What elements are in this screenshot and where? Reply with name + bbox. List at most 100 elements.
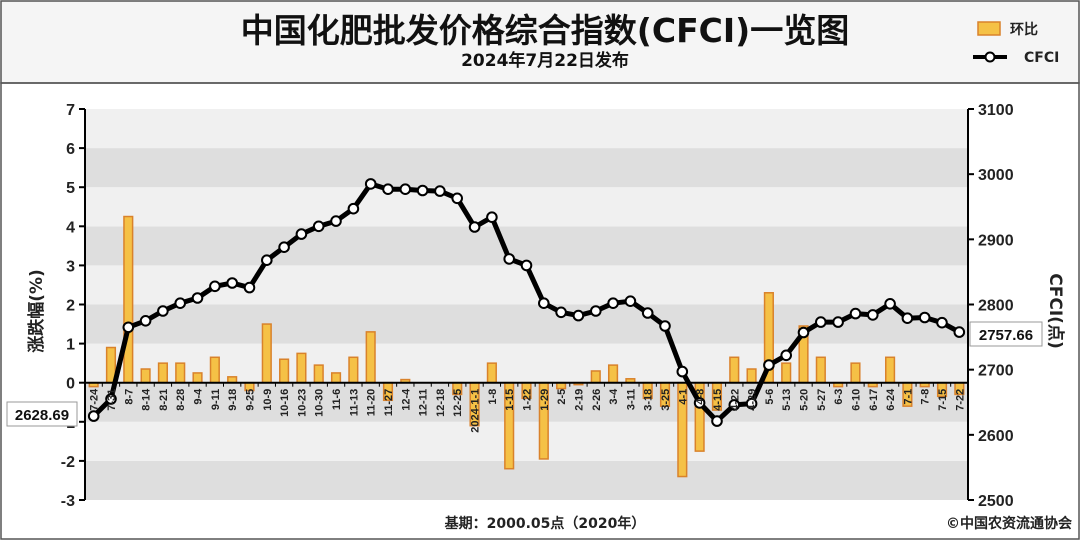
bar-10-30: [313, 364, 324, 384]
cfci-point-11-13: [347, 202, 360, 215]
cfci-point-6-10: [849, 307, 862, 320]
bar-6-10: [850, 362, 861, 384]
cfci-point-12-25: [451, 192, 464, 205]
y-tick-label-left: -2: [61, 454, 75, 471]
y-tick-label-right: 3000: [978, 167, 1014, 184]
cfci-point-9-11: [209, 280, 221, 293]
cfci-point-2024-1-1: [468, 221, 481, 233]
cfci-point-2-5: [555, 306, 567, 319]
bar-9-4: [192, 372, 203, 384]
x-tick-label: 4-15: [712, 389, 724, 411]
y-tick-label-right: 2900: [978, 232, 1014, 249]
bar-5-27: [815, 356, 826, 384]
x-tick-label: 4-1: [677, 389, 689, 405]
cfci-point-1-8: [486, 211, 498, 223]
x-tick-label: 9-18: [227, 389, 239, 411]
cfci-point-3-4: [607, 297, 619, 310]
x-tick-label: 8-7: [123, 389, 135, 405]
y-tick-label-right: 2600: [978, 428, 1014, 445]
header-band: [0, 0, 1080, 84]
x-tick-label: 4-8: [695, 389, 707, 405]
bar-5-13: [781, 362, 792, 384]
x-tick-label: 6-17: [868, 389, 880, 411]
callout-last-value: 2757.66: [979, 327, 1033, 344]
bar-3-4: [607, 364, 619, 384]
grid-band: [85, 109, 968, 149]
x-tick-label: 1-22: [522, 389, 534, 411]
cfci-point-1-15: [503, 253, 516, 265]
bar-2-26: [590, 370, 601, 384]
x-tick-label: 7-31: [106, 389, 118, 411]
grid-band: [85, 226, 968, 266]
cfci-point-5-27: [815, 316, 827, 328]
grid-band: [85, 460, 968, 500]
x-tick-label: 9-25: [245, 389, 257, 411]
axes: [79, 108, 974, 501]
bar-4-22: [729, 356, 740, 384]
x-tick-label: 3-25: [660, 389, 672, 411]
cfci-point-4-29: [745, 397, 758, 410]
grid-band: [85, 421, 968, 461]
x-tick-label: 1-15: [504, 389, 516, 411]
x-tick-label: 8-21: [158, 389, 170, 411]
x-tick-label: 6-24: [885, 388, 897, 411]
y-tick-label-left: 0: [66, 376, 75, 393]
cfci-point-9-4: [191, 292, 204, 304]
bar-1-8: [486, 362, 497, 384]
x-tick-label: 2-26: [591, 389, 603, 411]
x-tick-label: 2-5: [556, 389, 568, 405]
x-tick-label: 3-18: [643, 389, 655, 411]
cfci-point-7-31: [105, 393, 117, 405]
callout-first-box: [6, 401, 78, 427]
x-tick-label: 12-18: [435, 389, 447, 417]
cfci-point-1-29: [538, 297, 550, 310]
x-tick-label: 9-11: [210, 389, 222, 410]
cfci-point-12-11: [416, 184, 429, 197]
x-tick-label: 1-8: [487, 389, 499, 405]
x-tick-label: 1-29: [539, 389, 551, 411]
base-note: 基期：2000.05点（2020年）: [445, 515, 646, 532]
x-tick-label: 3-11: [625, 389, 637, 410]
x-tick-label: 4-22: [729, 389, 741, 411]
cfci-point-4-1: [676, 365, 689, 378]
bar-4-29: [746, 368, 757, 384]
cfci-point-8-7: [122, 321, 135, 334]
cfci-point-7-22: [953, 326, 966, 338]
chart-subtitle: 2024年7月22日发布: [461, 50, 629, 71]
cfci-point-11-27: [382, 183, 394, 195]
x-tick-label: 12-4: [400, 388, 412, 411]
x-tick-label: 11-13: [348, 389, 360, 417]
cfci-point-9-25: [243, 281, 256, 294]
y-tick-label-right: 2800: [978, 298, 1014, 315]
y-tick-label-left: 7: [66, 102, 75, 119]
bar-10-16: [279, 358, 290, 384]
cfci-point-10-16: [278, 241, 290, 253]
callout-last-box: [969, 321, 1043, 347]
cfci-point-6-17: [867, 309, 879, 321]
cfci-point-11-6: [330, 215, 342, 227]
x-tick-label: 5-6: [764, 389, 776, 405]
cfci-point-12-18: [434, 185, 446, 197]
y-tick-label-left: 6: [66, 141, 75, 158]
cfci-point-12-4: [399, 183, 412, 195]
cfci-point-5-6: [763, 359, 775, 371]
bar-8-21: [157, 362, 168, 384]
grid-band: [85, 148, 968, 188]
cfci-point-4-22: [728, 399, 741, 411]
bar-8-28: [175, 362, 186, 384]
cfci-point-11-20: [364, 178, 377, 190]
x-tick-label: 5-20: [799, 389, 811, 411]
cfci-point-3-25: [659, 320, 671, 332]
cfci-point-1-22: [520, 259, 533, 272]
y-tick-label-left: 2: [66, 298, 75, 315]
bar-series: [88, 215, 965, 478]
copyright: ©中国农资流通协会: [946, 515, 1073, 532]
cfci-point-4-15: [711, 415, 723, 427]
x-tick-label: 8-14: [141, 388, 153, 411]
cfci-point-5-20: [797, 326, 810, 339]
x-tick-label: 2024-1-1: [470, 389, 482, 433]
cfci-point-10-30: [312, 220, 325, 233]
cfci-point-8-28: [174, 297, 186, 310]
x-tick-label: 2-19: [573, 389, 585, 411]
